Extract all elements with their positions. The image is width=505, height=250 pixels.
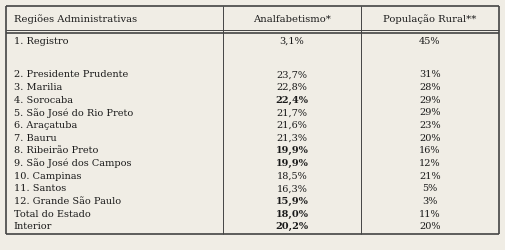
- Text: 9. São José dos Campos: 9. São José dos Campos: [14, 159, 131, 168]
- Text: 10. Campinas: 10. Campinas: [14, 172, 81, 181]
- Text: 45%: 45%: [419, 37, 441, 46]
- Text: 2. Presidente Prudente: 2. Presidente Prudente: [14, 70, 128, 80]
- Text: 22,4%: 22,4%: [275, 96, 309, 105]
- Text: 20,2%: 20,2%: [275, 222, 309, 232]
- Text: 4. Sorocaba: 4. Sorocaba: [14, 96, 73, 105]
- Text: 3,1%: 3,1%: [280, 37, 305, 46]
- Text: 29%: 29%: [419, 96, 441, 105]
- Text: 6. Araçatuba: 6. Araçatuba: [14, 121, 77, 130]
- Text: 3%: 3%: [422, 197, 438, 206]
- Text: População Rural**: População Rural**: [383, 14, 477, 24]
- Text: 20%: 20%: [419, 222, 441, 232]
- Text: 11%: 11%: [419, 210, 441, 219]
- Text: 28%: 28%: [419, 83, 441, 92]
- Text: Regiões Administrativas: Regiões Administrativas: [14, 14, 137, 24]
- Text: 12%: 12%: [419, 159, 441, 168]
- Text: 15,9%: 15,9%: [276, 197, 309, 206]
- Text: 5%: 5%: [422, 184, 437, 194]
- Text: 31%: 31%: [419, 70, 441, 80]
- Text: 3. Marilia: 3. Marilia: [14, 83, 62, 92]
- Text: 18,5%: 18,5%: [277, 172, 308, 181]
- Text: 19,9%: 19,9%: [276, 146, 309, 156]
- Text: 21,6%: 21,6%: [277, 121, 308, 130]
- Text: 16,3%: 16,3%: [277, 184, 308, 194]
- Text: 1. Registro: 1. Registro: [14, 37, 68, 46]
- Text: Interior: Interior: [14, 222, 52, 232]
- Text: 11. Santos: 11. Santos: [14, 184, 66, 194]
- Text: 8. Ribeirão Preto: 8. Ribeirão Preto: [14, 146, 98, 156]
- Text: 16%: 16%: [419, 146, 441, 156]
- Text: 20%: 20%: [419, 134, 441, 143]
- Text: 21,7%: 21,7%: [276, 108, 308, 118]
- Text: 21,3%: 21,3%: [276, 134, 308, 143]
- Text: 29%: 29%: [419, 108, 441, 118]
- Text: 18,0%: 18,0%: [275, 210, 309, 219]
- Text: 19,9%: 19,9%: [276, 159, 309, 168]
- Text: 23,7%: 23,7%: [276, 70, 308, 80]
- Text: 5. São José do Rio Preto: 5. São José do Rio Preto: [14, 108, 133, 118]
- Text: 22,8%: 22,8%: [277, 83, 308, 92]
- Text: Analfabetismo*: Analfabetismo*: [253, 15, 331, 24]
- Text: Total do Estado: Total do Estado: [14, 210, 90, 219]
- Text: 7. Bauru: 7. Bauru: [14, 134, 57, 143]
- Text: 21%: 21%: [419, 172, 441, 181]
- Text: 12. Grande São Paulo: 12. Grande São Paulo: [14, 197, 121, 206]
- Text: 23%: 23%: [419, 121, 441, 130]
